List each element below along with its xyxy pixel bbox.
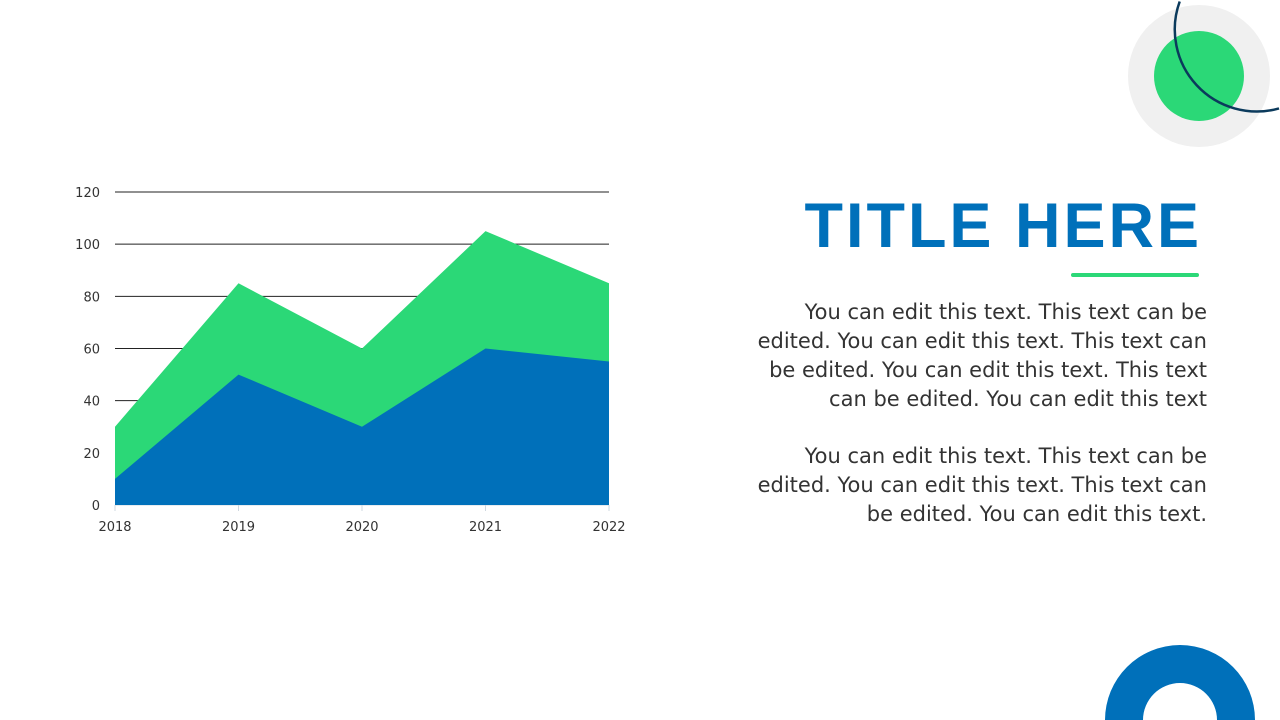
area-series-2 (115, 348, 609, 505)
y-tick-label: 0 (92, 499, 100, 514)
area-chart: 0 20 40 60 80 100 120 2018 2019 2020 2021 2022 (75, 186, 625, 535)
y-tick-label: 100 (75, 238, 100, 253)
green-circle-decoration (1154, 31, 1244, 121)
navy-ring-decoration (1173, 1, 1280, 113)
x-tick-label: 2022 (592, 520, 625, 535)
y-tick-label: 60 (83, 343, 100, 358)
y-tick-label: 120 (75, 186, 100, 201)
x-tick-label: 2020 (345, 520, 378, 535)
body-paragraph-1: You can edit this text. This text can be… (757, 300, 1207, 411)
y-tick-label: 80 (83, 290, 100, 305)
y-tick-label: 40 (83, 395, 100, 410)
x-tick-label: 2021 (469, 520, 502, 535)
x-tick-label: 2019 (222, 520, 255, 535)
y-tick-label: 20 (83, 447, 100, 462)
body-paragraph-2: You can edit this text. This text can be… (757, 444, 1207, 526)
blue-ring-decoration (1105, 645, 1255, 720)
slide-title: TITLE HERE (804, 191, 1202, 261)
title-underline (1071, 273, 1199, 277)
x-tick-label: 2018 (98, 520, 131, 535)
